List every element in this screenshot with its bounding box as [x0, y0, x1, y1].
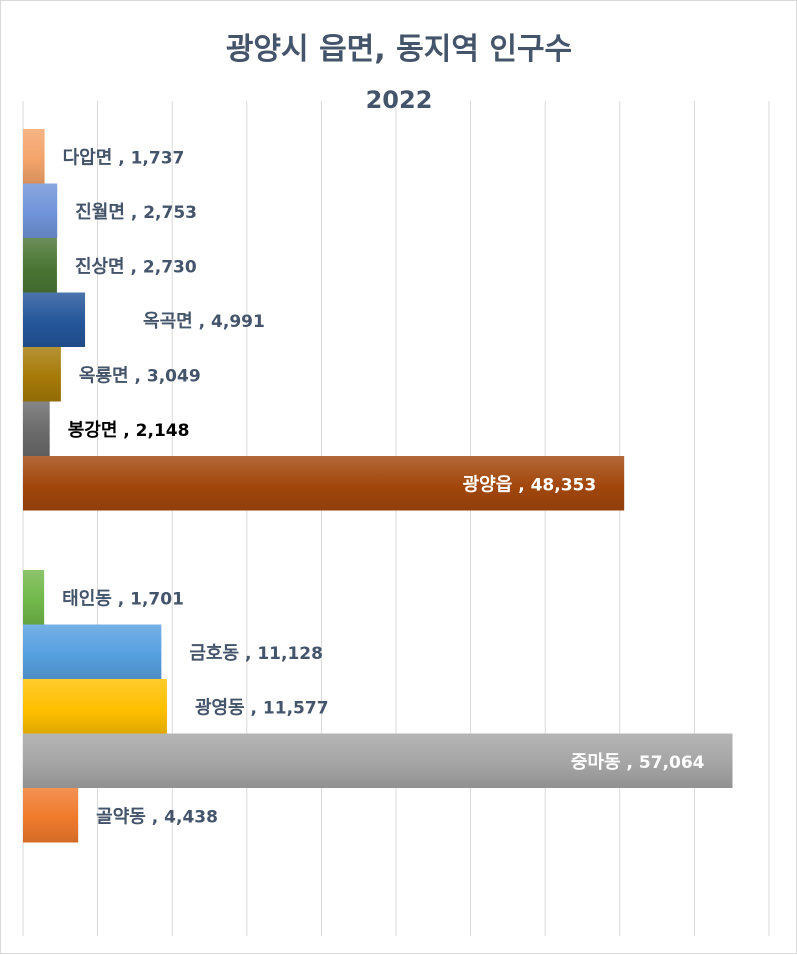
value-label: , 48,353 — [512, 475, 596, 495]
category-label: 골약동 — [96, 805, 146, 827]
value-label: , 1,737 — [112, 148, 184, 168]
data-label: 중마동 , 57,064 — [571, 752, 705, 773]
bar-봉강면 — [23, 401, 50, 456]
bar-다압면 — [23, 129, 45, 184]
value-label: , 1,701 — [112, 589, 184, 609]
category-label: 진상면 — [75, 256, 125, 277]
value-label: , 11,128 — [239, 644, 323, 664]
category-label: 태인동 — [62, 588, 112, 609]
category-label: 광영동 — [195, 697, 245, 718]
bar-옥룡면 — [23, 347, 61, 402]
value-label: , 3,049 — [129, 366, 201, 386]
data-label: 옥룡면 , 3,049 — [79, 365, 201, 386]
data-label: 태인동 , 1,701 — [62, 588, 184, 609]
data-label: 봉강면 , 2,148 — [68, 420, 190, 441]
category-label: 금호동 — [189, 643, 239, 664]
category-label: 다압면 — [63, 147, 113, 168]
chart-title: 광양시 읍면, 동지역 인구수 — [226, 32, 572, 67]
bar-진상면 — [23, 238, 57, 293]
value-label: , 11,577 — [245, 698, 329, 718]
category-label: 광양읍 — [463, 474, 513, 495]
value-label: , 4,991 — [193, 312, 265, 332]
value-label: , 2,148 — [117, 421, 189, 441]
data-label: 다압면 , 1,737 — [63, 147, 185, 168]
data-label: 골약동 , 4,438 — [96, 805, 218, 827]
value-label: , 2,730 — [125, 257, 197, 277]
value-label: , 4,438 — [146, 807, 218, 827]
category-label: 옥룡면 — [79, 365, 129, 386]
data-label: 광양읍 , 48,353 — [463, 474, 597, 495]
data-label: 진월면 , 2,753 — [75, 202, 197, 223]
data-label: 금호동 , 11,128 — [189, 643, 323, 664]
bar-광영동 — [23, 679, 167, 734]
bar-태인동 — [23, 570, 45, 625]
value-label: , 57,064 — [621, 753, 705, 773]
category-label: 옥곡면 — [143, 311, 193, 332]
bar-중마동 — [23, 733, 733, 788]
data-label: 진상면 , 2,730 — [75, 256, 197, 277]
data-label: 광영동 , 11,577 — [195, 697, 329, 718]
bar-광양읍 — [23, 456, 625, 511]
category-label: 봉강면 — [68, 420, 118, 441]
bar-금호동 — [23, 624, 162, 679]
category-label: 진월면 — [75, 202, 125, 223]
bar-골약동 — [23, 788, 79, 843]
chart-subtitle: 2022 — [366, 86, 433, 114]
bar-진월면 — [23, 183, 58, 238]
data-label: 옥곡면 , 4,991 — [143, 311, 265, 332]
bar-옥곡면 — [23, 292, 86, 347]
category-label: 중마동 — [571, 752, 621, 773]
value-label: , 2,753 — [125, 203, 197, 223]
